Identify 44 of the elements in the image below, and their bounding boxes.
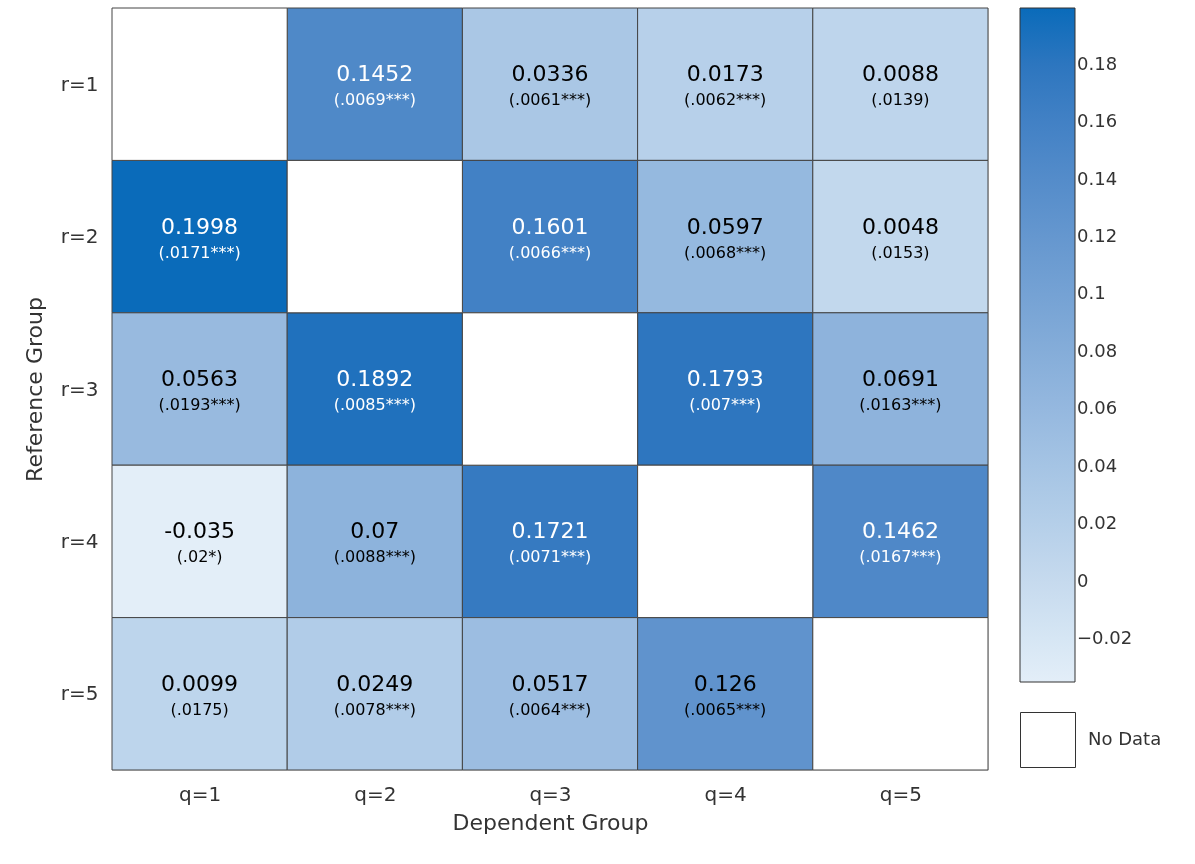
text: 0.0048 (.0153)	[861, 213, 939, 262]
text: No Data	[1088, 728, 1162, 749]
color-bar-label: 0.02	[1077, 512, 1118, 534]
text: 0.1998 (.0171***)	[158, 213, 241, 262]
y-tick-label: r=4	[60, 528, 99, 553]
text: 0.1452 (.0069***)	[333, 61, 416, 110]
color-bar-label: 0.08	[1077, 339, 1118, 361]
text: 0.0099 (.0175)	[161, 670, 239, 719]
x-tick-label: q=5	[879, 781, 922, 806]
x-axis-title: Dependent Group	[452, 809, 649, 835]
text: 0.0691 (.0163***)	[859, 366, 942, 414]
text: 0.0597 (.0068***)	[684, 213, 767, 262]
x-tick-label: q=3	[529, 781, 572, 806]
color-bar-label: 0.16	[1077, 110, 1118, 132]
text: 0.0249 (.0078***)	[333, 670, 416, 719]
text: 0.1601 (.0066***)	[508, 213, 592, 262]
color-bar-label: 0.06	[1077, 397, 1118, 419]
x-tick-label: q=2	[354, 781, 397, 806]
y-tick-label: r=2	[60, 224, 99, 249]
text: 0.0088 (.0139)	[861, 61, 939, 110]
color-bar-label: 0.04	[1077, 454, 1118, 476]
x-tick-label: q=1	[179, 781, 222, 806]
text: 0.1462 (.0167***)	[859, 518, 942, 567]
text: 0.0173 (.0062***)	[684, 61, 767, 110]
y-tick-label: r=3	[60, 376, 99, 401]
text: 0.0517 (.0064***)	[508, 670, 592, 719]
y-tick-label: r=5	[60, 681, 99, 706]
color-bar-label: 0.12	[1077, 225, 1118, 247]
text: 0.1793 (.007***)	[686, 366, 764, 414]
text: 0.1721 (.0071***)	[508, 518, 592, 567]
y-axis-title: Reference Group	[21, 297, 47, 482]
x-tick-label: q=4	[704, 781, 747, 806]
text: -0.035 (.02*)	[164, 518, 236, 567]
color-bar-label: 0.14	[1077, 167, 1118, 189]
text: 0.1892 (.0085***)	[333, 366, 416, 414]
text: 0.07 (.0088***)	[333, 518, 416, 567]
color-bar-label: 0.1	[1077, 282, 1106, 304]
y-tick-label: r=1	[60, 71, 99, 96]
color-bar-label: −0.02	[1077, 626, 1133, 648]
text: 0.0336 (.0061***)	[508, 61, 592, 110]
text: 0.126 (.0065***)	[684, 670, 767, 719]
color-bar-label: 0.18	[1077, 52, 1118, 74]
color-bar-label: 0	[1077, 569, 1089, 591]
text: 0.0563 (.0193***)	[158, 366, 241, 414]
